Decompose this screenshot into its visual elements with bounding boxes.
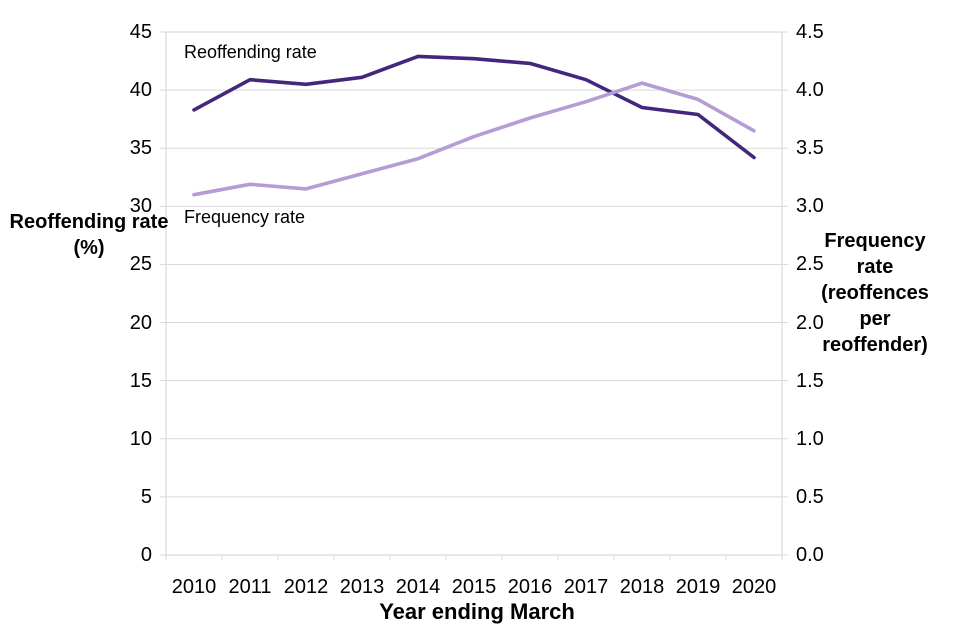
- reoffending-rate-line: [192, 54, 756, 160]
- y-axis-left-tick-label: 10: [129, 427, 152, 450]
- x-axis-tick-label: 2013: [339, 576, 385, 598]
- y-axis-right-tick-label: 3.0: [796, 195, 824, 218]
- x-axis-tick-label: 2017: [563, 576, 609, 598]
- x-axis-tick-label: 2016: [507, 576, 553, 598]
- x-axis-title: Year ending March: [379, 599, 575, 624]
- y-axis-left-title: Reoffending rate (%): [9, 211, 169, 259]
- x-axis-tick-label: 2015: [451, 576, 497, 598]
- y-axis-right-tick-label: 0.5: [796, 485, 824, 508]
- x-axis-tick-label: 2020: [731, 576, 777, 598]
- plot-border: [165, 31, 783, 556]
- y-axis-left-tick-label: 30: [129, 195, 152, 218]
- y-axis-left-tick-label: 20: [129, 311, 152, 334]
- frequency-rate-series-label: Frequency rate: [184, 207, 306, 227]
- y-axis-right-title: Frequency rate (reoffences per reoffende…: [821, 230, 929, 356]
- y-axis-left-tick-label: 0: [140, 544, 152, 566]
- y-axis-left-tick-label: 40: [129, 79, 152, 102]
- x-axis-tick-label: 2010: [171, 576, 217, 598]
- y-axis-right-tick-label: 2.5: [796, 253, 824, 276]
- y-axis-right-tick-label: 3.5: [796, 137, 824, 160]
- y-axis-left-tick-label: 15: [129, 369, 152, 392]
- y-axis-right-tick-label: 0.0: [796, 544, 824, 566]
- y-axis-right-tick-label: 4.5: [796, 21, 824, 43]
- y-axis-left-tick-label: 5: [140, 485, 152, 508]
- y-axis-right-tick-label: 2.0: [796, 311, 824, 334]
- frequency-rate-line: [192, 81, 756, 197]
- y-axis-right-tick-label: 1.5: [796, 369, 824, 392]
- y-axis-left-tick-label: 35: [129, 137, 152, 160]
- x-axis-tick-label: 2014: [395, 576, 441, 598]
- y-axis-right-tick-label: 4.0: [796, 79, 824, 102]
- y-axis-left-tick-label: 25: [129, 253, 152, 276]
- x-axis-tick-label: 2019: [675, 576, 721, 598]
- x-axis-tick-label: 2012: [283, 576, 329, 598]
- y-axis-left-tick-label: 45: [129, 21, 152, 43]
- reoffending-rate-series-label: Reoffending rate: [184, 42, 317, 62]
- x-axis-tick-label: 2011: [228, 576, 272, 598]
- y-axis-right-tick-label: 1.0: [796, 427, 824, 450]
- x-axis-tick-label: 2018: [619, 576, 665, 598]
